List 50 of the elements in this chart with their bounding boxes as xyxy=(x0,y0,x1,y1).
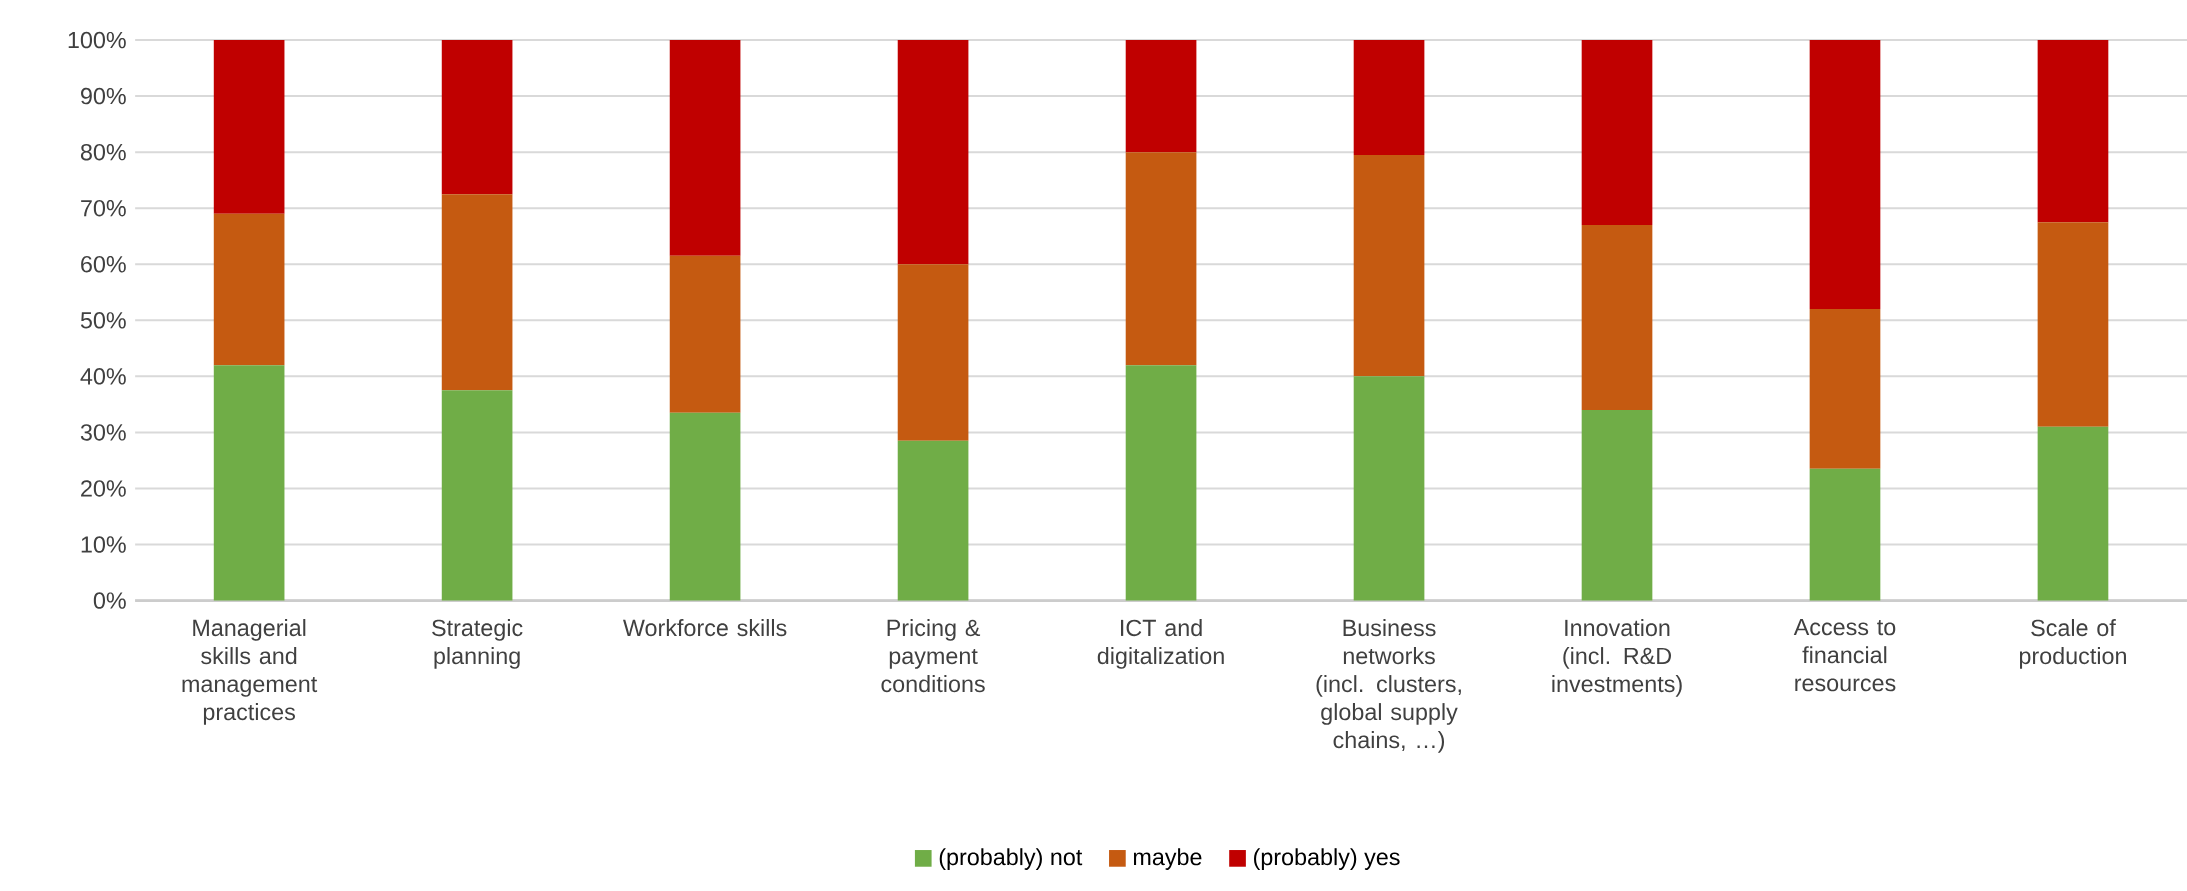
legend-label: maybe xyxy=(1133,848,1202,871)
bar xyxy=(213,40,285,214)
bar xyxy=(1581,225,1653,411)
y-tick-label: 60% xyxy=(81,256,126,273)
x-tick-label: Managerial skills and management practices xyxy=(182,619,318,725)
bar xyxy=(669,255,741,413)
bar xyxy=(213,365,285,601)
x-tick-label: ICT and digitalization xyxy=(1097,619,1224,669)
bar xyxy=(441,194,513,391)
bar xyxy=(1353,40,1425,156)
x-tick-label: Strategic planning xyxy=(432,619,523,669)
bar xyxy=(1125,365,1197,601)
y-tick-label: 10% xyxy=(81,536,126,553)
bar xyxy=(669,412,741,601)
y-tick-label: 0% xyxy=(93,592,126,609)
bar xyxy=(213,213,285,366)
bar xyxy=(897,40,969,265)
bar xyxy=(1125,152,1197,366)
x-tick-label: Access to financial resources xyxy=(1793,619,1896,692)
y-tick-label: 20% xyxy=(81,480,126,497)
bar xyxy=(441,40,513,195)
bar xyxy=(1809,309,1881,469)
legend-label: (probably) yes xyxy=(1254,848,1400,871)
bar xyxy=(1353,155,1425,377)
y-tick-label: 90% xyxy=(81,87,126,105)
bar xyxy=(1809,468,1881,601)
bar xyxy=(897,264,969,441)
bar xyxy=(441,390,513,601)
y-tick-label: 30% xyxy=(80,424,126,441)
x-tick-label: Pricing & payment conditions xyxy=(881,619,985,693)
x-tick-label: Innovation (incl. R&D investments) xyxy=(1552,619,1682,697)
bar xyxy=(1125,40,1197,153)
bar xyxy=(2037,222,2109,427)
bar xyxy=(2037,426,2109,601)
legend-label: (probably) not xyxy=(939,848,1083,871)
x-tick-label: Workforce skills xyxy=(623,619,787,637)
x-tick-label: Scale of production xyxy=(2019,619,2126,669)
x-tick-label: Business networks (incl. clusters, global supply chains, …) xyxy=(1316,619,1461,753)
bar xyxy=(1581,40,1653,226)
bar xyxy=(1353,376,1425,601)
bar xyxy=(669,40,741,256)
bar xyxy=(1581,410,1653,601)
bar xyxy=(2037,40,2109,223)
y-tick-label: 70% xyxy=(81,200,126,217)
bar xyxy=(897,440,969,601)
bar xyxy=(1809,40,1881,310)
y-tick-label: 40% xyxy=(80,368,126,385)
y-tick-label: 80% xyxy=(80,143,126,161)
y-tick-label: 100% xyxy=(68,31,126,49)
y-tick-label: 50% xyxy=(80,312,126,329)
